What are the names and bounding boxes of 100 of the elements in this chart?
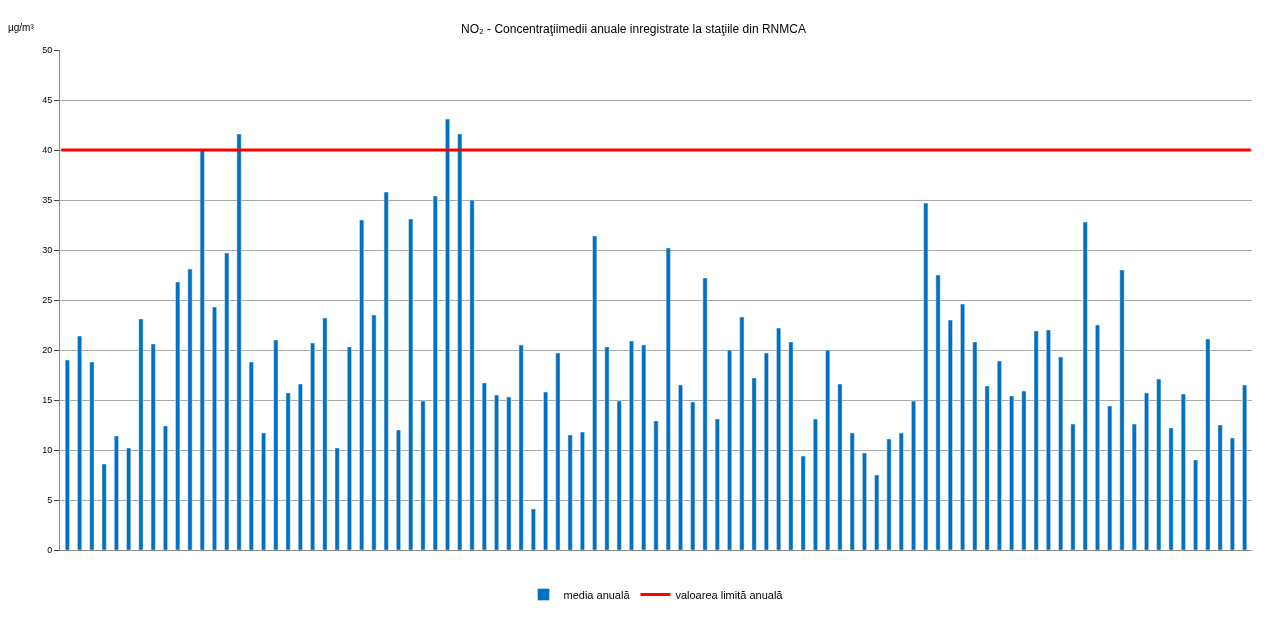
bar <box>641 344 647 550</box>
bar <box>64 359 70 550</box>
bar <box>849 432 855 550</box>
bar <box>481 382 487 550</box>
bar <box>1070 423 1076 550</box>
bar <box>923 202 929 550</box>
bar <box>420 400 426 550</box>
bar <box>592 235 598 550</box>
bar <box>1193 459 1198 550</box>
y-tick-label: 20 <box>42 345 53 356</box>
bar <box>236 133 242 550</box>
bar <box>1180 393 1186 550</box>
bar <box>555 352 561 550</box>
bar <box>396 429 401 550</box>
bar <box>788 341 794 550</box>
bar <box>972 341 978 550</box>
bar <box>862 452 867 550</box>
bar <box>751 377 757 550</box>
bar <box>310 342 316 550</box>
bar <box>1168 427 1174 550</box>
bar <box>665 247 671 550</box>
bar <box>800 455 806 550</box>
bar <box>199 148 205 550</box>
bar <box>616 400 622 550</box>
y-tick-label: 10 <box>42 445 53 456</box>
bar <box>935 274 941 550</box>
bar <box>1082 221 1088 550</box>
bar <box>1156 378 1162 550</box>
bar <box>702 277 708 550</box>
bar <box>334 447 340 550</box>
bar <box>1119 269 1125 550</box>
bar <box>518 344 524 550</box>
bar <box>297 383 303 550</box>
y-tick-label: 30 <box>42 245 53 256</box>
bar <box>1046 329 1051 550</box>
bar <box>273 339 279 550</box>
bar <box>77 335 83 550</box>
bar <box>212 306 217 550</box>
bar <box>714 418 720 550</box>
bar <box>1131 423 1137 550</box>
bar <box>530 508 536 550</box>
bar <box>874 474 880 550</box>
bar <box>1107 405 1113 550</box>
bar <box>138 318 144 550</box>
bar <box>359 219 365 550</box>
y-tick-label: 25 <box>42 295 53 306</box>
bar <box>150 343 156 550</box>
bar <box>163 425 168 550</box>
legend-label: media anuală <box>563 588 631 601</box>
bar <box>690 401 696 550</box>
y-tick-label: 45 <box>42 95 53 106</box>
bar <box>629 340 634 550</box>
bar <box>984 385 990 550</box>
y-tick-label: 5 <box>47 495 53 506</box>
y-tick-label: 0 <box>47 545 53 556</box>
bar <box>187 268 193 550</box>
bar <box>224 252 230 550</box>
bar <box>543 391 549 550</box>
bar <box>1242 384 1248 550</box>
bar <box>567 434 573 550</box>
bar <box>1144 392 1149 550</box>
bar <box>996 360 1002 550</box>
bar <box>776 327 782 550</box>
bar <box>727 349 732 550</box>
bar <box>175 281 181 550</box>
bar <box>1095 324 1100 550</box>
bar <box>457 133 463 550</box>
y-tick-label: 40 <box>42 145 53 156</box>
bar <box>285 392 291 550</box>
bar <box>825 349 831 550</box>
bar <box>947 319 953 550</box>
bar <box>469 199 475 550</box>
bar <box>494 394 499 550</box>
bar <box>114 435 119 550</box>
bar <box>432 195 438 550</box>
bar <box>960 303 965 550</box>
y-axis-title: µg/m³ <box>8 22 35 33</box>
chart-title: NO₂ - Concentraţiimedii anuale inregistrate la staţiile din RNMCA <box>461 22 806 37</box>
bar <box>101 463 107 550</box>
bar <box>1009 395 1015 550</box>
bar <box>261 432 266 550</box>
bar <box>1021 390 1027 550</box>
y-tick-label: 50 <box>42 45 53 56</box>
y-tick-label: 15 <box>42 395 53 406</box>
bar <box>739 316 745 550</box>
bar <box>347 346 352 550</box>
bar <box>580 431 585 550</box>
bar <box>604 346 610 550</box>
bar <box>1229 437 1235 550</box>
bar <box>1205 338 1211 550</box>
bar <box>506 396 512 550</box>
bar <box>371 314 377 550</box>
bar <box>653 420 659 550</box>
bar <box>408 218 414 550</box>
bar <box>837 383 843 550</box>
bar <box>911 400 916 550</box>
bar <box>1217 424 1223 550</box>
bar <box>322 317 328 550</box>
bar <box>678 384 683 550</box>
bar <box>1058 356 1064 550</box>
